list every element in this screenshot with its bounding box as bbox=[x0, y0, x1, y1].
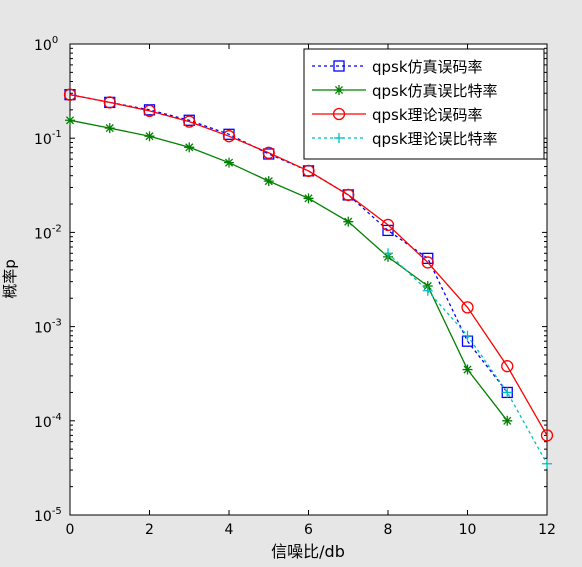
data-point bbox=[501, 360, 514, 373]
data-point bbox=[332, 107, 346, 121]
y-axis: 10-5 10-4 10-3 10-2 10-1 100 bbox=[34, 35, 547, 525]
data-point bbox=[462, 364, 473, 375]
data-point bbox=[502, 415, 513, 426]
x-tick-label: 2 bbox=[145, 522, 154, 538]
data-point bbox=[262, 146, 275, 159]
series-1 bbox=[65, 115, 513, 426]
x-tick-label: 6 bbox=[304, 522, 313, 538]
legend-label: qpsk理论误比特率 bbox=[372, 130, 498, 148]
data-point bbox=[342, 188, 355, 202]
x-tick-label: 12 bbox=[538, 522, 556, 538]
y-tick-label: 10-1 bbox=[34, 129, 62, 148]
y-tick-label: 10-3 bbox=[34, 318, 62, 337]
data-point bbox=[222, 130, 236, 143]
data-point bbox=[103, 96, 116, 109]
data-point bbox=[65, 115, 75, 126]
legend-label: qpsk仿真误码率 bbox=[372, 58, 483, 76]
data-point bbox=[462, 330, 473, 341]
data-point bbox=[542, 458, 552, 469]
series-layer bbox=[63, 88, 554, 469]
data-point bbox=[540, 429, 554, 442]
data-point bbox=[224, 157, 234, 168]
legend-label: qpsk仿真误比特率 bbox=[372, 82, 498, 100]
y-axis-label: 概率p bbox=[1, 259, 19, 299]
legend: qpsk仿真误码率 qpsk仿真误比特率 qpsk理论误码率 qpsk理论误比特率 bbox=[303, 48, 545, 160]
x-axis-label: 信噪比/db bbox=[271, 542, 345, 561]
series-2 bbox=[63, 88, 554, 442]
data-point bbox=[263, 176, 274, 187]
data-point bbox=[104, 123, 115, 134]
x-tick-label: 8 bbox=[384, 522, 393, 538]
series-line bbox=[69, 93, 548, 436]
x-tick-label: 4 bbox=[225, 522, 234, 538]
series-3 bbox=[383, 248, 552, 469]
series-line bbox=[69, 119, 508, 422]
legend-label: qpsk理论误码率 bbox=[372, 106, 483, 124]
data-point bbox=[334, 85, 344, 95]
y-tick-label: 100 bbox=[34, 35, 58, 54]
data-point bbox=[303, 193, 314, 204]
x-tick-label: 0 bbox=[66, 522, 75, 538]
x-tick-label: 10 bbox=[459, 522, 477, 538]
data-point bbox=[421, 256, 434, 269]
y-tick-label: 10-4 bbox=[34, 412, 62, 431]
data-point bbox=[184, 142, 195, 153]
data-point bbox=[383, 248, 393, 259]
y-tick-label: 10-2 bbox=[34, 223, 62, 242]
data-point bbox=[334, 133, 344, 143]
data-point bbox=[422, 285, 433, 296]
data-point bbox=[144, 131, 155, 142]
data-point bbox=[333, 60, 345, 72]
data-point bbox=[343, 216, 354, 227]
data-point bbox=[461, 301, 474, 314]
data-point bbox=[302, 164, 315, 178]
x-axis: 0 2 4 6 8 10 12 bbox=[66, 44, 556, 538]
data-point bbox=[381, 218, 395, 232]
data-point bbox=[63, 88, 77, 101]
data-point bbox=[183, 115, 196, 128]
data-point bbox=[502, 387, 513, 398]
data-point bbox=[143, 104, 156, 118]
y-tick-label: 10-5 bbox=[34, 506, 62, 525]
